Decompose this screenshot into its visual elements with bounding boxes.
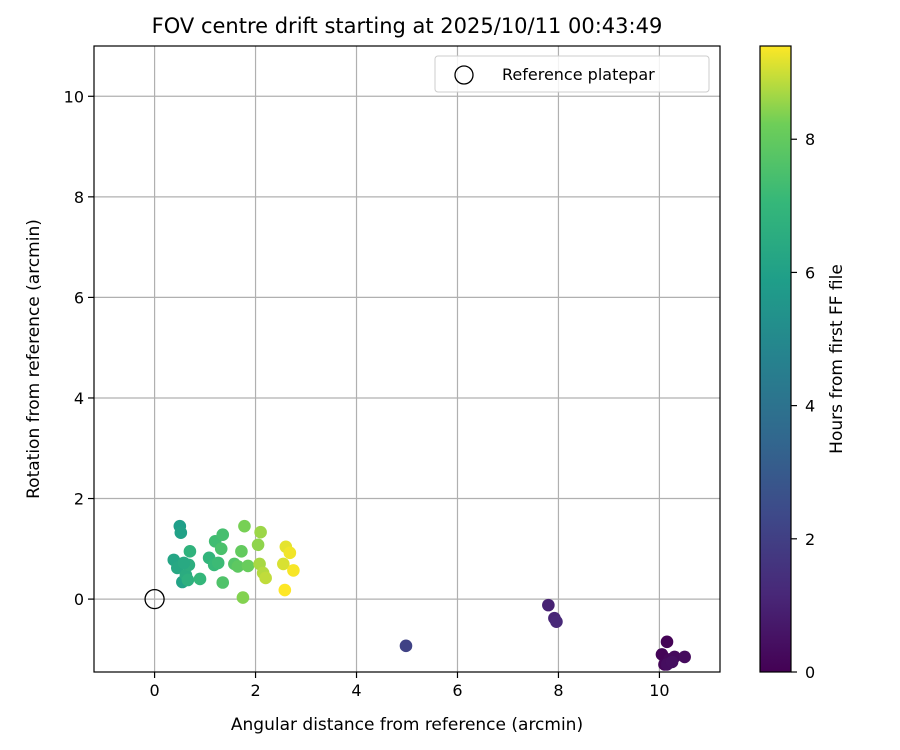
data-point	[678, 650, 691, 664]
data-point	[660, 635, 674, 649]
y-axis-label: Rotation from reference (arcmin)	[24, 219, 44, 499]
x-axis-label: Angular distance from reference (arcmin)	[231, 715, 583, 735]
colorbar-tick-label: 6	[805, 263, 815, 282]
x-tick-label: 0	[149, 681, 159, 700]
y-tick-label: 0	[74, 590, 84, 609]
y-tick-label: 10	[64, 87, 84, 106]
colorbar-ticks: 0 2 4 6 8	[791, 130, 815, 682]
data-point	[254, 525, 267, 539]
data-point	[542, 598, 555, 612]
y-tick-label: 6	[74, 288, 84, 307]
data-point	[193, 572, 207, 586]
data-point	[236, 591, 250, 604]
data-point	[241, 559, 255, 573]
data-point	[283, 546, 297, 560]
x-tick-label: 8	[553, 681, 563, 700]
x-tick-label: 6	[452, 681, 462, 700]
colorbar-gradient	[759, 45, 792, 673]
reference-marker-group	[144, 588, 165, 610]
data-point	[216, 528, 230, 542]
data-point	[259, 571, 272, 585]
data-point	[231, 560, 245, 573]
y-axis-ticks: 0 2 4 6 8 10	[64, 87, 94, 609]
chart-title: FOV centre drift starting at 2025/10/11 …	[152, 14, 663, 38]
data-point	[181, 573, 195, 587]
colorbar-tick-label: 2	[805, 530, 815, 549]
data-point	[665, 655, 679, 669]
legend-reference-marker	[454, 65, 474, 85]
x-axis-ticks: 0 2 4 6 8 10	[149, 672, 670, 700]
grid	[94, 46, 720, 672]
colorbar-tick-label: 4	[805, 397, 815, 416]
x-tick-label: 2	[250, 681, 260, 700]
data-points	[167, 519, 691, 671]
data-point	[238, 519, 251, 533]
data-point	[399, 639, 413, 653]
data-point	[550, 615, 563, 629]
data-point	[183, 545, 197, 558]
data-point	[216, 576, 230, 589]
legend-entry-reference: Reference platepar	[502, 65, 655, 84]
data-point	[287, 564, 300, 577]
data-point	[251, 538, 265, 552]
data-point	[174, 526, 188, 540]
x-tick-label: 4	[351, 681, 361, 700]
y-tick-label: 2	[74, 490, 84, 509]
colorbar-label: Hours from first FF file	[827, 264, 847, 454]
data-point	[235, 545, 248, 558]
colorbar-tick-label: 8	[805, 130, 815, 149]
data-point	[177, 556, 191, 570]
colorbar-tick-label: 0	[805, 663, 815, 682]
reference-platepar-marker	[144, 588, 165, 610]
data-point	[211, 556, 225, 570]
y-tick-label: 4	[74, 389, 84, 408]
plot-frame	[93, 45, 721, 673]
data-point	[278, 583, 292, 597]
legend-box	[434, 55, 710, 93]
legend: Reference platepar	[434, 55, 710, 93]
data-point	[214, 542, 228, 556]
x-tick-label: 10	[649, 681, 669, 700]
data-point	[277, 557, 290, 571]
y-tick-label: 8	[74, 188, 84, 207]
colorbar: 0 2 4 6 8 Hours from first FF file	[759, 45, 847, 682]
